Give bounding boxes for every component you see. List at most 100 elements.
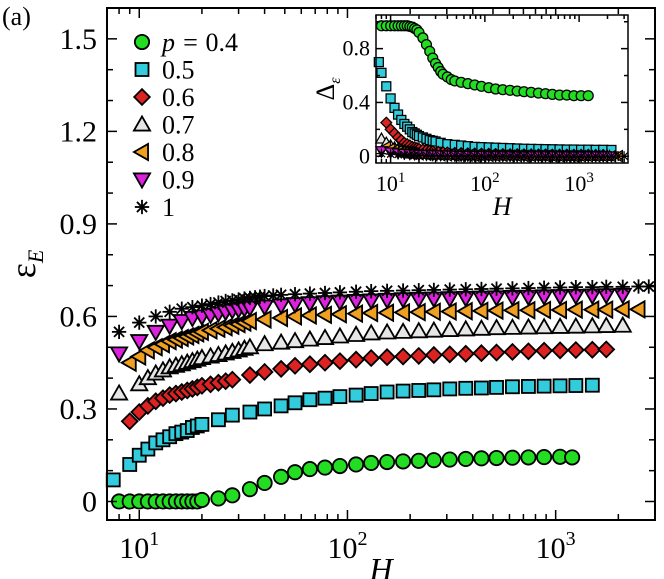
main-point bbox=[348, 284, 364, 299]
main-point bbox=[474, 281, 489, 297]
main-point bbox=[395, 383, 411, 399]
inset-y-tick-label: 0 bbox=[359, 143, 370, 168]
main-point bbox=[424, 320, 444, 338]
main-point bbox=[120, 412, 139, 431]
main-x-tick-exp: 3 bbox=[566, 528, 576, 550]
main-point bbox=[302, 392, 318, 408]
main-point bbox=[286, 464, 304, 481]
main-point bbox=[346, 350, 366, 369]
main-y-tick-label: 0.3 bbox=[60, 393, 98, 426]
main-point bbox=[111, 324, 127, 340]
main-point bbox=[440, 320, 460, 337]
inset-point bbox=[385, 93, 396, 104]
main-point bbox=[348, 387, 364, 403]
inset-x-tick-base: 10 bbox=[564, 171, 586, 196]
main-point bbox=[550, 300, 568, 320]
main-point bbox=[315, 305, 332, 325]
main-point bbox=[410, 452, 427, 469]
inset-point bbox=[442, 150, 453, 161]
main-point bbox=[411, 383, 427, 398]
main-series-7 bbox=[111, 279, 656, 340]
main-point bbox=[272, 359, 291, 378]
main-point bbox=[377, 348, 397, 367]
main-point bbox=[486, 300, 504, 321]
main-point bbox=[393, 302, 411, 323]
main-point bbox=[285, 306, 302, 327]
legend-marker bbox=[133, 33, 151, 51]
inset-point bbox=[483, 151, 494, 161]
inset-point bbox=[526, 151, 537, 162]
main-point bbox=[379, 453, 396, 471]
main-point bbox=[240, 337, 260, 355]
main-series-4 bbox=[109, 315, 633, 401]
main-point bbox=[519, 342, 538, 361]
main-x-tick-label: 103 bbox=[536, 528, 576, 565]
legend-label: 1 bbox=[162, 193, 175, 222]
main-point bbox=[409, 346, 428, 366]
main-point bbox=[535, 341, 554, 360]
main-point bbox=[641, 279, 656, 294]
main-point bbox=[613, 315, 633, 333]
main-point bbox=[377, 322, 397, 340]
main-point bbox=[520, 449, 537, 466]
main-point bbox=[241, 481, 258, 498]
main-legend: p = 0.40.50.60.70.80.91 bbox=[132, 28, 238, 222]
main-point bbox=[174, 301, 189, 316]
main-point bbox=[441, 451, 458, 468]
inset-x-tick-exp: 2 bbox=[492, 170, 500, 186]
main-x-tick-exp: 1 bbox=[149, 528, 159, 550]
main-point bbox=[377, 303, 395, 323]
main-point bbox=[361, 323, 381, 341]
main-point bbox=[552, 280, 568, 295]
main-point bbox=[287, 395, 303, 411]
main-point bbox=[456, 319, 476, 337]
main-point bbox=[505, 379, 520, 395]
main-point bbox=[224, 487, 241, 504]
legend-item: p = 0.4 bbox=[133, 28, 238, 57]
legend-label: p = 0.4 bbox=[160, 28, 238, 57]
main-x-axis-title: H bbox=[368, 551, 394, 579]
main-point bbox=[330, 352, 350, 371]
inset-plot-frame bbox=[375, 14, 629, 164]
inset-point bbox=[590, 151, 601, 162]
main-point bbox=[363, 386, 379, 401]
main-point bbox=[395, 283, 411, 298]
main-point bbox=[105, 472, 121, 488]
inset-point bbox=[476, 150, 487, 161]
main-point bbox=[472, 344, 491, 363]
main-point bbox=[194, 416, 210, 432]
main-point bbox=[287, 287, 303, 302]
legend-item: 0.9 bbox=[132, 166, 195, 195]
main-point bbox=[458, 380, 474, 396]
main-point bbox=[426, 282, 442, 298]
main-point bbox=[315, 328, 335, 345]
main-point bbox=[411, 283, 426, 298]
inset-x-tick-label: 101 bbox=[376, 170, 406, 196]
main-point bbox=[332, 389, 348, 405]
main-point bbox=[597, 340, 616, 359]
main-point bbox=[552, 378, 568, 394]
main-point bbox=[224, 407, 240, 423]
main-point bbox=[440, 345, 459, 364]
main-point bbox=[518, 300, 536, 320]
main-point bbox=[240, 311, 257, 331]
main-x-tick-base: 10 bbox=[327, 532, 357, 565]
main-point bbox=[442, 282, 457, 297]
main-point bbox=[132, 315, 147, 330]
main-point bbox=[596, 300, 614, 320]
main-point bbox=[425, 452, 442, 469]
legend-prefix: p = bbox=[160, 28, 206, 57]
main-point bbox=[316, 459, 334, 476]
main-point bbox=[129, 334, 149, 352]
inset-point bbox=[393, 149, 404, 160]
legend-item: 0.7 bbox=[132, 111, 195, 140]
main-series-5 bbox=[119, 299, 646, 373]
legend-item: 1 bbox=[134, 193, 175, 222]
main-x-tick-base: 10 bbox=[536, 532, 566, 565]
main-point bbox=[458, 282, 473, 297]
main-point bbox=[300, 329, 320, 347]
legend-marker bbox=[132, 87, 152, 107]
main-point bbox=[146, 324, 166, 342]
main-point bbox=[273, 398, 289, 414]
